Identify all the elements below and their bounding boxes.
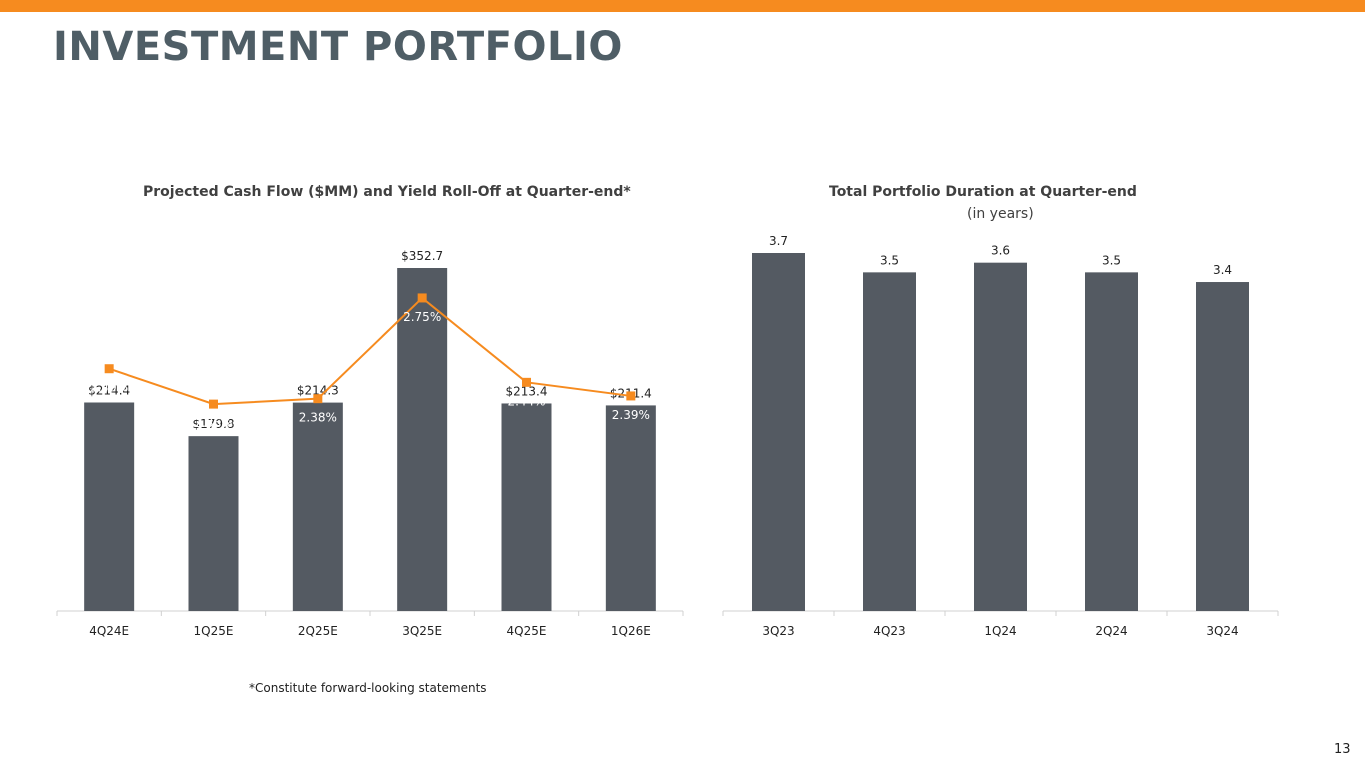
cash-flow-bar <box>84 402 135 611</box>
yield-marker <box>313 394 323 404</box>
footnote: *Constitute forward-looking statements <box>249 681 487 695</box>
cash-flow-bar-label: $214.4 <box>88 383 130 397</box>
yield-marker <box>209 399 218 409</box>
duration-bar <box>752 253 805 611</box>
cash-flow-category-label: 4Q25E <box>507 624 547 638</box>
duration-category-label: 4Q23 <box>873 624 905 638</box>
duration-bar-label: 3.5 <box>1102 253 1121 267</box>
duration-bar <box>1085 272 1138 611</box>
yield-label: 2.75% <box>403 310 441 324</box>
cash-flow-bar-label: $352.7 <box>401 249 443 263</box>
yield-label: 2.39% <box>612 408 650 422</box>
cash-flow-category-label: 1Q25E <box>194 624 234 638</box>
cash-flow-bar <box>605 405 656 611</box>
duration-bar-label: 3.6 <box>991 244 1010 258</box>
duration-category-label: 1Q24 <box>984 624 1016 638</box>
cash-flow-category-label: 1Q26E <box>611 624 651 638</box>
page-number: 13 <box>1334 742 1351 757</box>
cash-flow-bar-label: $213.4 <box>506 384 548 398</box>
duration-category-label: 3Q24 <box>1206 624 1238 638</box>
duration-chart-title: Total Portfolio Duration at Quarter-end <box>829 184 1137 200</box>
page-title: INVESTMENT PORTFOLIO <box>53 24 623 70</box>
cash-flow-bar-label: $214.3 <box>297 384 339 398</box>
cash-flow-bar <box>292 402 343 611</box>
cash-flow-category-label: 2Q25E <box>298 624 338 638</box>
duration-bar-label: 3.4 <box>1213 263 1232 277</box>
yield-marker <box>626 391 636 401</box>
cash-flow-bar <box>501 403 552 611</box>
yield-marker <box>417 293 427 303</box>
cash-flow-bar <box>188 436 239 611</box>
duration-bar-label: 3.7 <box>769 234 788 248</box>
duration-chart-subtitle: (in years) <box>967 206 1034 222</box>
duration-bar <box>974 262 1027 611</box>
duration-bar <box>1196 282 1249 611</box>
yield-label: 2.49% <box>90 381 128 395</box>
duration-bar <box>863 272 916 611</box>
duration-chart: 3.7 3Q23 3.5 4Q23 3.6 1Q24 3.5 2Q24 3.4 3Q24 <box>722 234 1279 638</box>
yield-label: 2.36% <box>194 416 232 430</box>
cash-flow-bar-label: $179.8 <box>193 417 235 431</box>
cash-flow-category-label: 3Q25E <box>402 624 442 638</box>
cash-flow-chart-title: Projected Cash Flow ($MM) and Yield Roll… <box>143 184 631 200</box>
yield-marker <box>104 364 114 374</box>
yield-marker <box>522 377 531 387</box>
duration-bar-label: 3.5 <box>880 253 899 267</box>
duration-category-label: 3Q23 <box>762 624 794 638</box>
top-accent-bar <box>0 0 1365 12</box>
cash-flow-chart: $214.4 4Q24E $179.8 1Q25E $214.3 2Q25E $352.7 3… <box>56 249 684 638</box>
cash-flow-bar <box>397 268 448 611</box>
yield-label: 2.44% <box>507 394 545 408</box>
yield-line <box>108 296 631 406</box>
duration-category-label: 2Q24 <box>1095 624 1127 638</box>
yield-label: 2.38% <box>299 411 337 425</box>
cash-flow-category-label: 4Q24E <box>89 624 129 638</box>
